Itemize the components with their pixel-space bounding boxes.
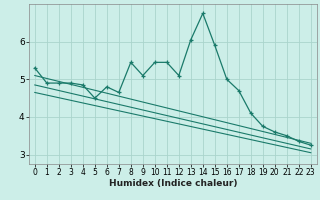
X-axis label: Humidex (Indice chaleur): Humidex (Indice chaleur): [108, 179, 237, 188]
